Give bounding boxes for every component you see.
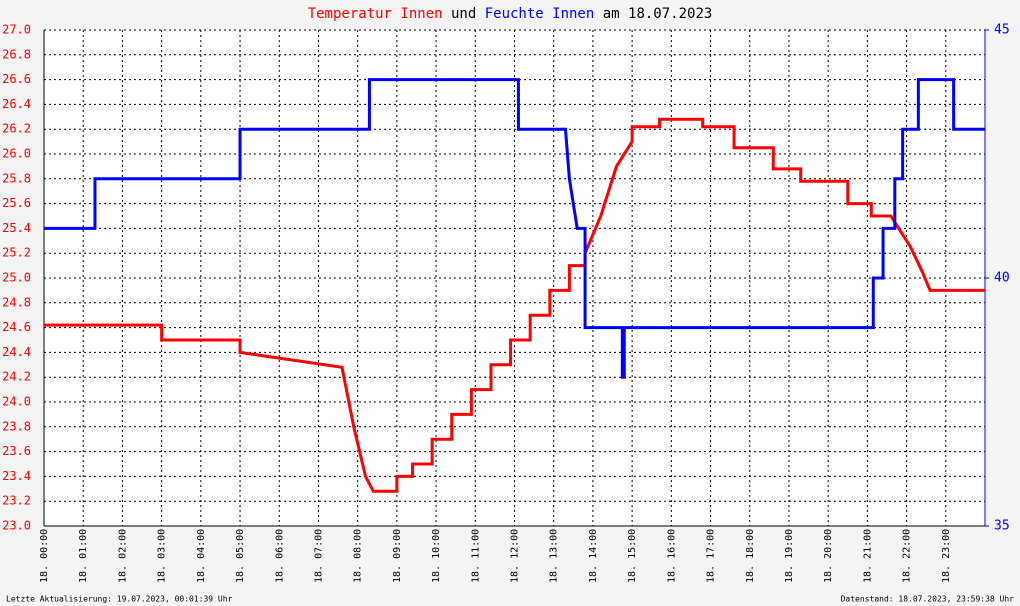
series-line xyxy=(44,117,985,493)
y-tick-label: 27.0 xyxy=(2,23,31,37)
title-joiner: und xyxy=(451,6,476,22)
x-tick-label: 18. 15:00 xyxy=(627,529,638,583)
x-tick-label: 18. 02:00 xyxy=(117,529,128,583)
y-tick-label: 26.0 xyxy=(2,147,31,161)
x-tick-label: 18. 20:00 xyxy=(823,529,834,583)
y-tick-label: 24.8 xyxy=(2,295,31,309)
x-tick-label: 18. 07:00 xyxy=(313,529,324,583)
y-tick-label: 23.0 xyxy=(2,519,31,533)
x-tick-label: 18. 04:00 xyxy=(196,529,207,583)
y-tick-label: 23.8 xyxy=(2,419,31,433)
x-tick-label: 18. 12:00 xyxy=(510,529,521,583)
x-tick-label: 18. 06:00 xyxy=(274,529,285,583)
y-tick-label: 23.2 xyxy=(2,494,31,508)
footer-left: Letzte Aktualisierung: 19.07.2023, 00:01… xyxy=(6,595,233,604)
y-tick-label: 24.2 xyxy=(2,370,31,384)
y2-tick-label: 40 xyxy=(994,271,1010,286)
x-tick-label: 18. 08:00 xyxy=(353,529,364,583)
x-tick-label: 18. 00:00 xyxy=(39,529,50,583)
y-tick-label: 25.2 xyxy=(2,246,31,260)
x-tick-label: 18. 10:00 xyxy=(431,529,442,583)
x-tick-label: 18. 19:00 xyxy=(784,529,795,583)
y-tick-label: 24.6 xyxy=(2,320,31,334)
footer-right: Datenstand: 18.07.2023, 23:59:38 Uhr xyxy=(841,595,1015,604)
y-tick-label: 26.6 xyxy=(2,72,31,86)
y2-tick-label: 45 xyxy=(994,23,1010,38)
series-line xyxy=(44,78,985,379)
x-tick-label: 18. 03:00 xyxy=(157,529,168,583)
y2-tick-label: 35 xyxy=(994,519,1010,534)
y-tick-label: 25.6 xyxy=(2,196,31,210)
title-series-2: Feuchte Innen xyxy=(485,6,595,22)
y-tick-label: 26.4 xyxy=(2,97,31,111)
title-suffix: am 18.07.2023 xyxy=(603,6,713,22)
x-tick-label: 18. 11:00 xyxy=(470,529,481,583)
y-tick-label: 25.0 xyxy=(2,271,31,285)
y-tick-label: 24.4 xyxy=(2,345,31,359)
x-tick-label: 18. 17:00 xyxy=(706,529,717,583)
y-tick-label: 23.4 xyxy=(2,469,31,483)
chart-title: Temperatur Innen und Feuchte Innen am 18… xyxy=(308,6,713,22)
y-tick-label: 26.2 xyxy=(2,122,31,136)
x-tick-label: 18. 16:00 xyxy=(666,529,677,583)
x-tick-label: 18. 14:00 xyxy=(588,529,599,583)
x-tick-label: 18. 18:00 xyxy=(745,529,756,583)
x-tick-label: 18. 05:00 xyxy=(235,529,246,583)
y-tick-label: 25.4 xyxy=(2,221,31,235)
x-tick-label: 18. 13:00 xyxy=(549,529,560,583)
y-tick-label: 24.0 xyxy=(2,395,31,409)
x-tick-label: 18. 21:00 xyxy=(862,529,873,583)
y-tick-label: 26.8 xyxy=(2,47,31,61)
x-tick-label: 18. 22:00 xyxy=(902,529,913,583)
y-tick-label: 23.6 xyxy=(2,444,31,458)
x-tick-label: 18. 09:00 xyxy=(392,529,403,583)
x-tick-label: 18. 01:00 xyxy=(78,529,89,583)
x-tick-label: 18. 23:00 xyxy=(941,529,952,583)
title-series-1: Temperatur Innen xyxy=(308,6,443,22)
y-tick-label: 25.8 xyxy=(2,171,31,185)
